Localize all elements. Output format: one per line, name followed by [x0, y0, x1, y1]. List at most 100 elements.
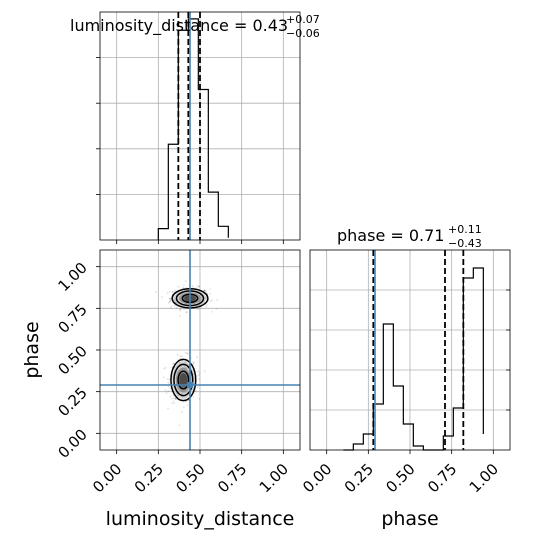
- scatter-point: [183, 308, 185, 311]
- d2-yticklabel-4: 1.00: [54, 259, 90, 295]
- scatter-point: [169, 395, 172, 398]
- scatter-point: [186, 311, 188, 314]
- d2-xticklabel-3: 0.75: [214, 460, 250, 496]
- scatter-point: [173, 304, 176, 307]
- scatter-point: [160, 296, 163, 298]
- scatter-point: [196, 285, 199, 288]
- scatter-point: [179, 309, 181, 312]
- luminosity-distance-histogram-panel: [96, 11, 301, 244]
- scatter-point: [166, 291, 169, 294]
- scatter-point: [205, 305, 207, 308]
- scatter-point: [171, 291, 174, 294]
- scatter-point: [184, 400, 187, 403]
- scatter-point: [179, 315, 181, 318]
- scatter-point: [184, 351, 187, 354]
- scatter-point: [203, 289, 206, 292]
- scatter-point: [179, 355, 182, 358]
- phase-title-sub: −0.43: [448, 237, 482, 250]
- scatter-point: [198, 398, 201, 400]
- scatter-point: [169, 387, 172, 390]
- scatter-point: [216, 298, 218, 301]
- d2-yticklabel-0: 0.00: [54, 425, 90, 461]
- scatter-point: [172, 400, 175, 403]
- scatter-point: [197, 370, 199, 373]
- scatter-point: [180, 355, 183, 358]
- ph-xticklabel-0: 0.00: [299, 460, 335, 496]
- scatter-point: [174, 289, 176, 292]
- d2-yticklabel-3: 0.75: [54, 300, 90, 336]
- scatter-point: [171, 402, 174, 405]
- d2-truth-marker: [187, 382, 193, 388]
- scatter-point: [203, 289, 206, 292]
- scatter-point: [200, 306, 203, 309]
- phase-histogram-panel: 0.00 0.25 0.50 0.75 1.00: [299, 249, 511, 496]
- scatter-point: [168, 297, 171, 300]
- ph-xticklabel-2: 0.50: [382, 460, 418, 496]
- scatter-point: [172, 397, 175, 399]
- scatter-point: [181, 411, 183, 413]
- scatter-point: [179, 308, 181, 311]
- scatter-point: [169, 301, 172, 303]
- d2-density-inner-1: [179, 373, 188, 387]
- scatter-point: [176, 353, 179, 356]
- scatter-point: [175, 306, 178, 309]
- scatter-point: [171, 397, 173, 400]
- scatter-point: [193, 361, 196, 364]
- scatter-point: [203, 289, 206, 292]
- scatter-point: [198, 374, 201, 376]
- scatter-point: [175, 398, 177, 401]
- scatter-point: [179, 308, 182, 311]
- luminosity-distance-title: luminosity_distance = 0.43: [70, 16, 288, 36]
- scatter-point: [178, 424, 181, 427]
- scatter-point: [173, 362, 175, 365]
- ph-xticklabel-1: 0.25: [341, 460, 377, 496]
- scatter-point: [167, 301, 170, 304]
- scatter-point: [166, 378, 169, 380]
- scatter-point: [169, 307, 172, 309]
- scatter-point: [203, 289, 206, 292]
- ld-histogram-steps: [157, 18, 229, 240]
- scatter-point: [185, 311, 188, 314]
- scatter-point: [196, 356, 198, 359]
- scatter-point: [164, 366, 167, 369]
- scatter-point: [203, 370, 206, 372]
- ph-xticklabel-3: 0.75: [424, 460, 460, 496]
- scatter-point: [191, 285, 194, 287]
- luminosity-distance-title-sub: −0.06: [286, 27, 320, 40]
- scatter-point: [182, 284, 185, 287]
- phase-title-sup: +0.11: [448, 223, 482, 236]
- scatter-point: [174, 397, 177, 400]
- scatter-point: [169, 299, 172, 302]
- luminosity-distance-title-sup: +0.07: [286, 13, 320, 26]
- x-axis-label-luminosity-distance: luminosity_distance: [106, 508, 295, 530]
- scatter-point: [173, 402, 176, 404]
- scatter-point: [168, 378, 171, 381]
- scatter-point: [197, 285, 200, 288]
- scatter-point: [172, 290, 174, 293]
- scatter-point: [198, 285, 201, 288]
- scatter-point: [211, 299, 213, 302]
- scatter-point: [197, 308, 200, 311]
- scatter-point: [186, 404, 189, 407]
- d2-xticklabel-4: 1.00: [256, 460, 292, 496]
- scatter-point: [170, 305, 173, 308]
- scatter-point: [198, 371, 201, 374]
- scatter-point: [192, 363, 195, 365]
- scatter-point: [168, 290, 171, 293]
- scatter-point: [169, 297, 172, 300]
- d2-yticklabel-1: 0.25: [54, 384, 90, 420]
- scatter-point: [182, 406, 185, 409]
- scatter-point: [186, 352, 189, 355]
- scatter-point: [184, 280, 187, 283]
- scatter-point: [196, 308, 198, 310]
- scatter-point: [167, 390, 170, 393]
- scatter-point: [177, 286, 180, 288]
- scatter-point: [174, 397, 177, 400]
- y-axis-label-phase: phase: [21, 321, 43, 378]
- scatter-point: [164, 389, 167, 392]
- scatter-point: [215, 307, 218, 310]
- d2-contour-mid-1: [173, 363, 194, 397]
- phase-title: phase = 0.71: [337, 226, 444, 245]
